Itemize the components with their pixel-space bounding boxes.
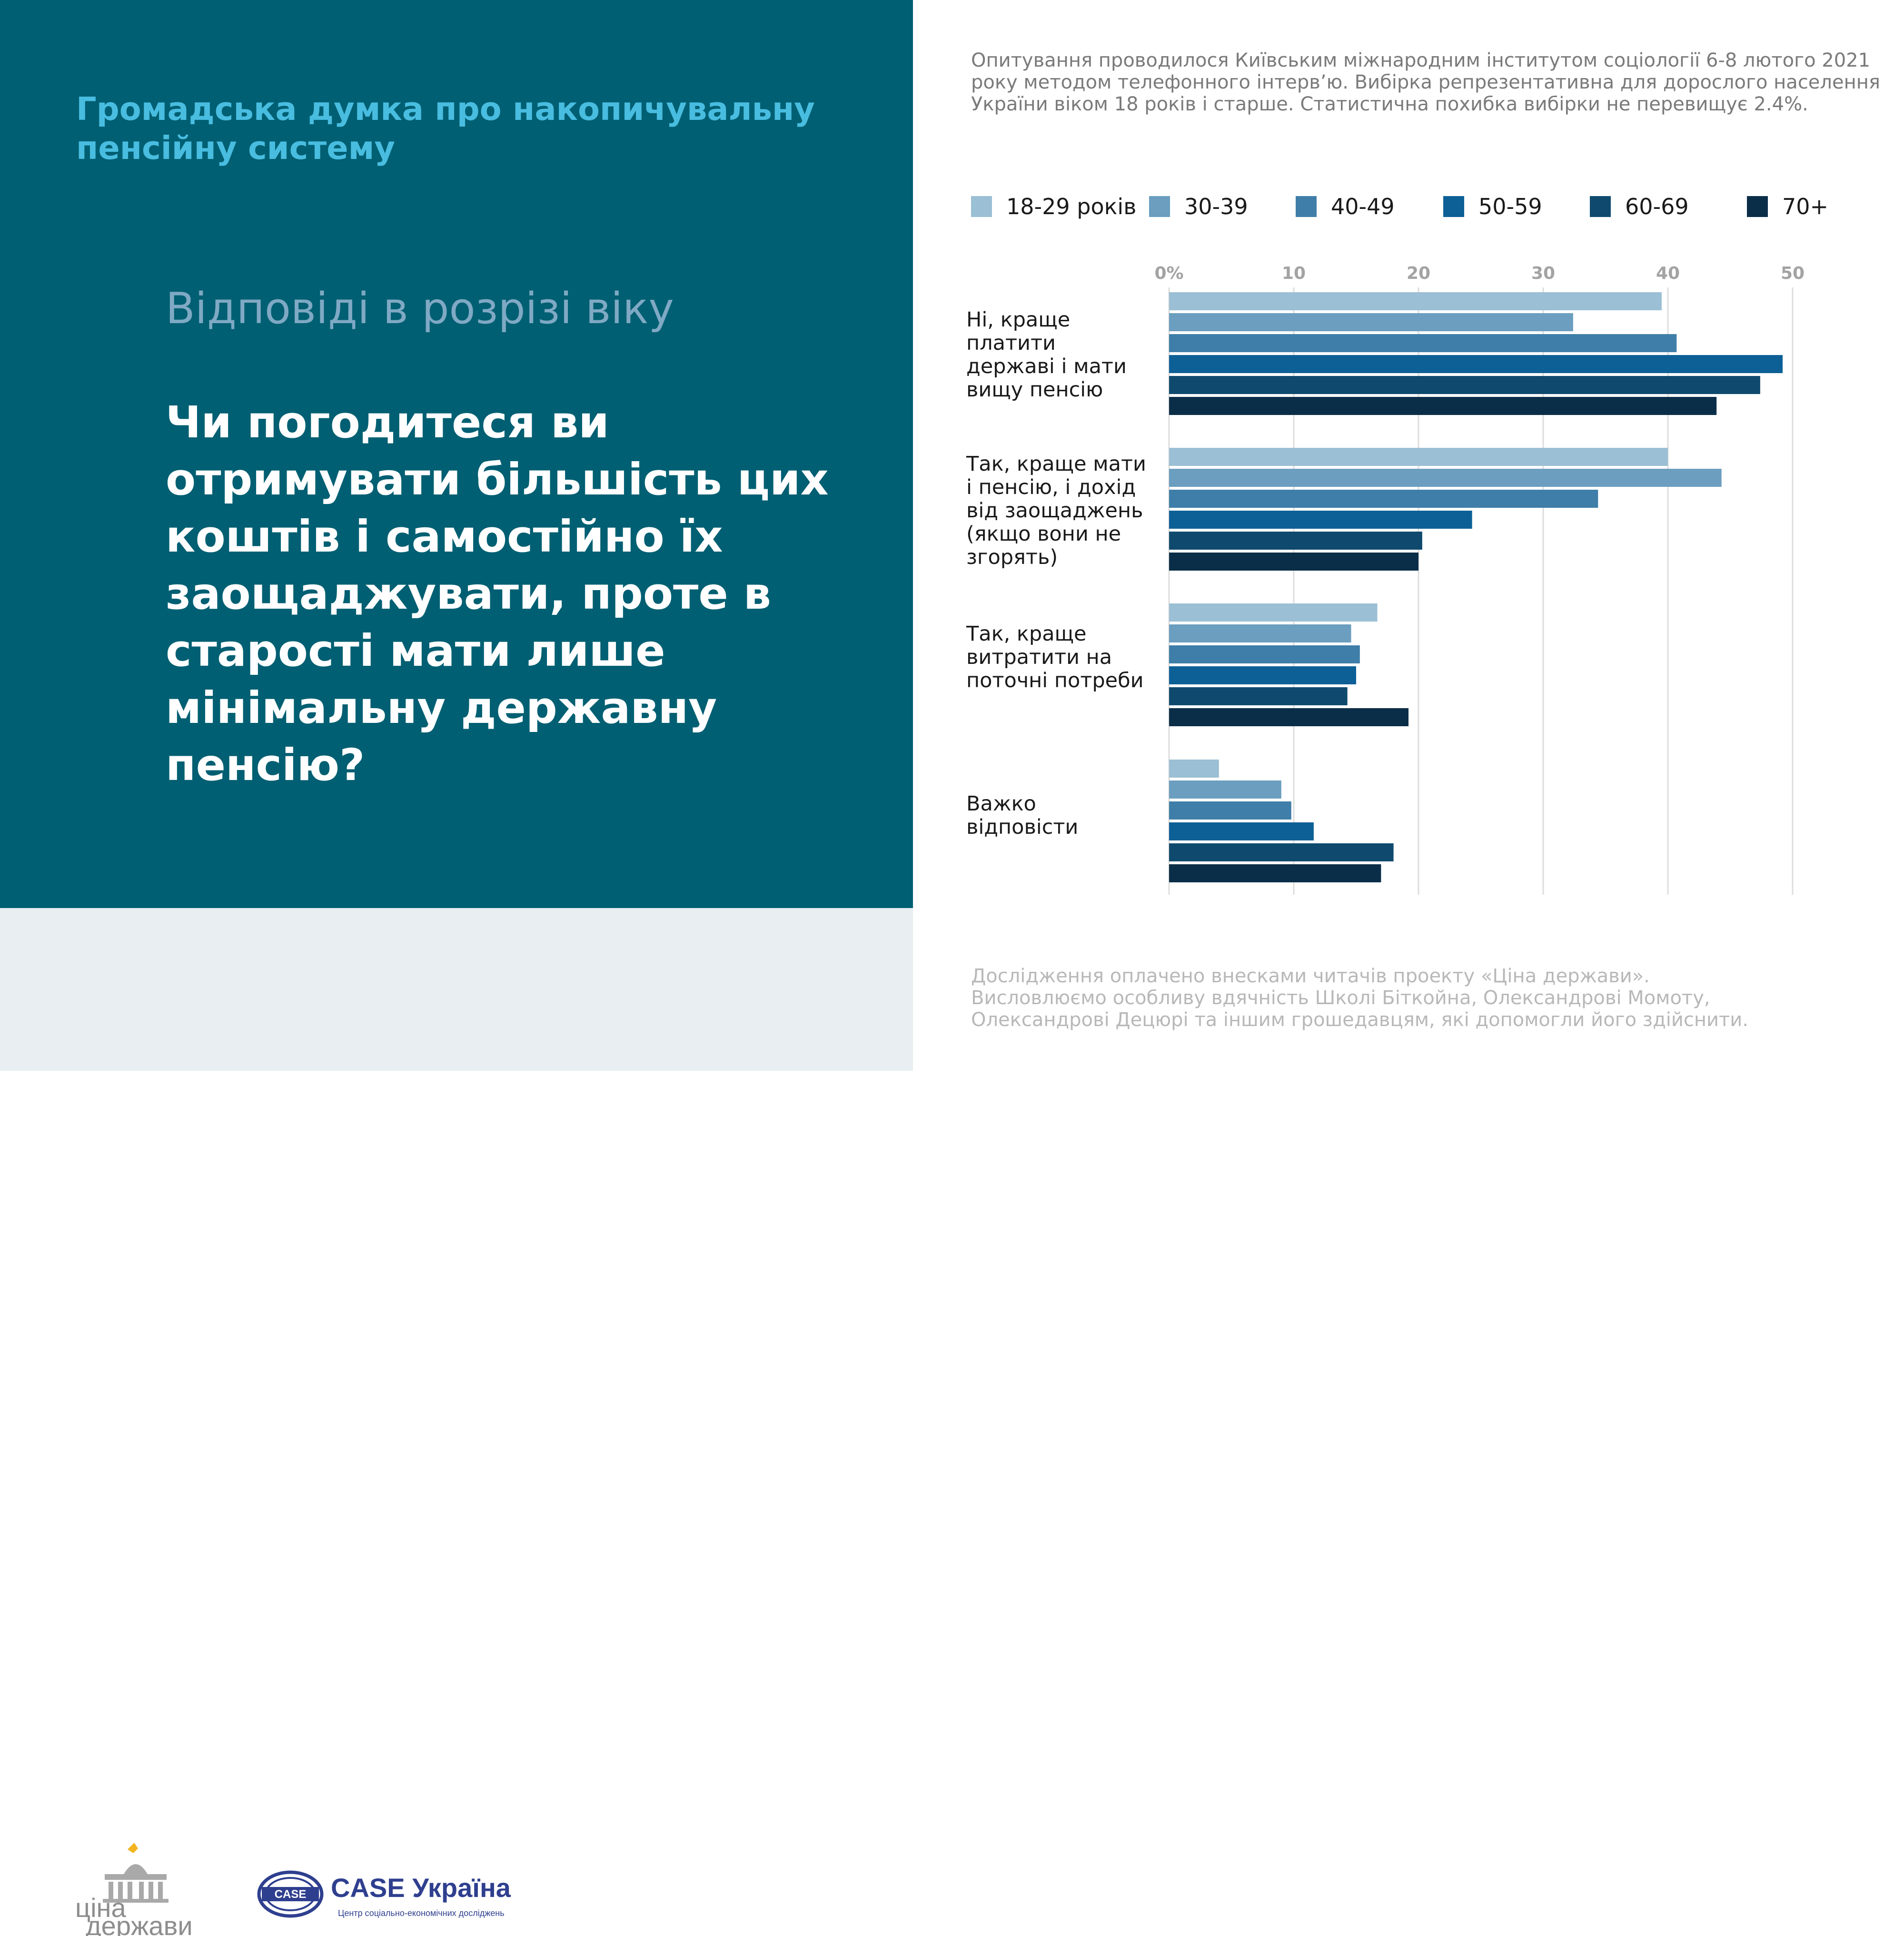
legend-swatch (1296, 196, 1317, 217)
bar (1169, 376, 1760, 394)
legend-item-70-plus: 70+ (1747, 192, 1828, 221)
bar (1169, 532, 1422, 550)
category-label-yes-both: Так, краще мати і пенсію, і дохід від за… (966, 452, 1146, 569)
x-tick-label: 0% (1154, 264, 1183, 283)
legend-swatch (1149, 196, 1170, 217)
bar (1169, 843, 1394, 861)
x-tick-label: 50 (1781, 264, 1805, 283)
case-badge-text: CASE (275, 1888, 307, 1901)
bar (1169, 313, 1573, 331)
case-badge-icon: CASE (257, 1870, 324, 1918)
legend-label: 18-29 років (1006, 194, 1137, 219)
bar (1169, 397, 1717, 415)
legend-label: 60-69 (1625, 194, 1689, 219)
bar (1169, 666, 1356, 684)
bar (1169, 864, 1381, 882)
legend-swatch (1443, 196, 1464, 217)
case-logo-name: CASE Україна (331, 1873, 511, 1903)
left-panel: Громадська думка про накопичувальну пенс… (0, 0, 913, 908)
bar (1169, 511, 1472, 529)
survey-methodology-note: Опитування проводилося Київським міжнаро… (971, 49, 1880, 115)
bar (1169, 448, 1668, 466)
legend-swatch (1590, 196, 1611, 217)
x-tick-label: 40 (1656, 264, 1680, 283)
legend-swatch (971, 196, 992, 217)
bar (1169, 760, 1219, 778)
x-tick-label: 10 (1282, 264, 1306, 283)
bar (1169, 708, 1409, 726)
bar (1169, 355, 1783, 373)
legend-label: 40-49 (1331, 194, 1395, 219)
legend-swatch (1747, 196, 1768, 217)
bar (1169, 490, 1598, 508)
legend-item-40-49: 40-49 (1296, 192, 1395, 221)
bar (1169, 624, 1351, 642)
bar (1169, 292, 1662, 310)
legend-item-60-69: 60-69 (1590, 192, 1689, 221)
x-axis-ticks: 0% 10 20 30 40 50 (1154, 264, 1805, 283)
bar (1169, 603, 1378, 622)
x-tick-label: 20 (1407, 264, 1430, 283)
legend-item-50-59: 50-59 (1443, 192, 1542, 221)
bar (1169, 687, 1348, 705)
category-label-yes-spend: Так, краще витратити на поточні потреби (966, 622, 1144, 692)
cina-logo-word2: держави (86, 1911, 193, 1936)
bar-chart: 0% 10 20 30 40 50 (1154, 264, 1805, 895)
bar (1169, 553, 1418, 571)
bar (1169, 801, 1291, 820)
case-ukraine-logo: CASE CASE Україна Центр соціально-економ… (257, 1870, 511, 1918)
legend-item-30-39: 30-39 (1149, 192, 1248, 221)
section-subtitle: Відповіді в розрізі віку (166, 284, 674, 334)
bar (1169, 334, 1677, 352)
bar (1169, 469, 1722, 487)
case-logo-tagline: Центр соціально-економічних досліджень (338, 1908, 505, 1918)
category-label-hard-to-say: Важко відповісти (966, 792, 1079, 839)
bar (1169, 822, 1314, 840)
cina-derzhavy-logo: ціна держави (75, 1843, 193, 1936)
funding-note: Дослідження оплачено внесками читачів пр… (971, 965, 1748, 1031)
x-tick-label: 30 (1531, 264, 1555, 283)
page-title: Громадська думка про накопичувальну пенс… (76, 90, 815, 167)
chart-bars (1169, 292, 1783, 882)
legend-label: 70+ (1782, 194, 1829, 219)
legend-label: 30-39 (1184, 194, 1248, 219)
legend-item-18-29: 18-29 років (971, 192, 1136, 221)
category-label-no-pay-state: Ні, краще платити державі і мати вищу пе… (966, 308, 1127, 402)
bar (1169, 780, 1281, 799)
bar (1169, 645, 1360, 663)
legend-label: 50-59 (1478, 194, 1542, 219)
survey-question: Чи погодитеся ви отримувати більшість ци… (166, 397, 829, 790)
chart-legend: 18-29 років 30-39 40-49 50-59 60-69 70+ (971, 192, 1885, 221)
